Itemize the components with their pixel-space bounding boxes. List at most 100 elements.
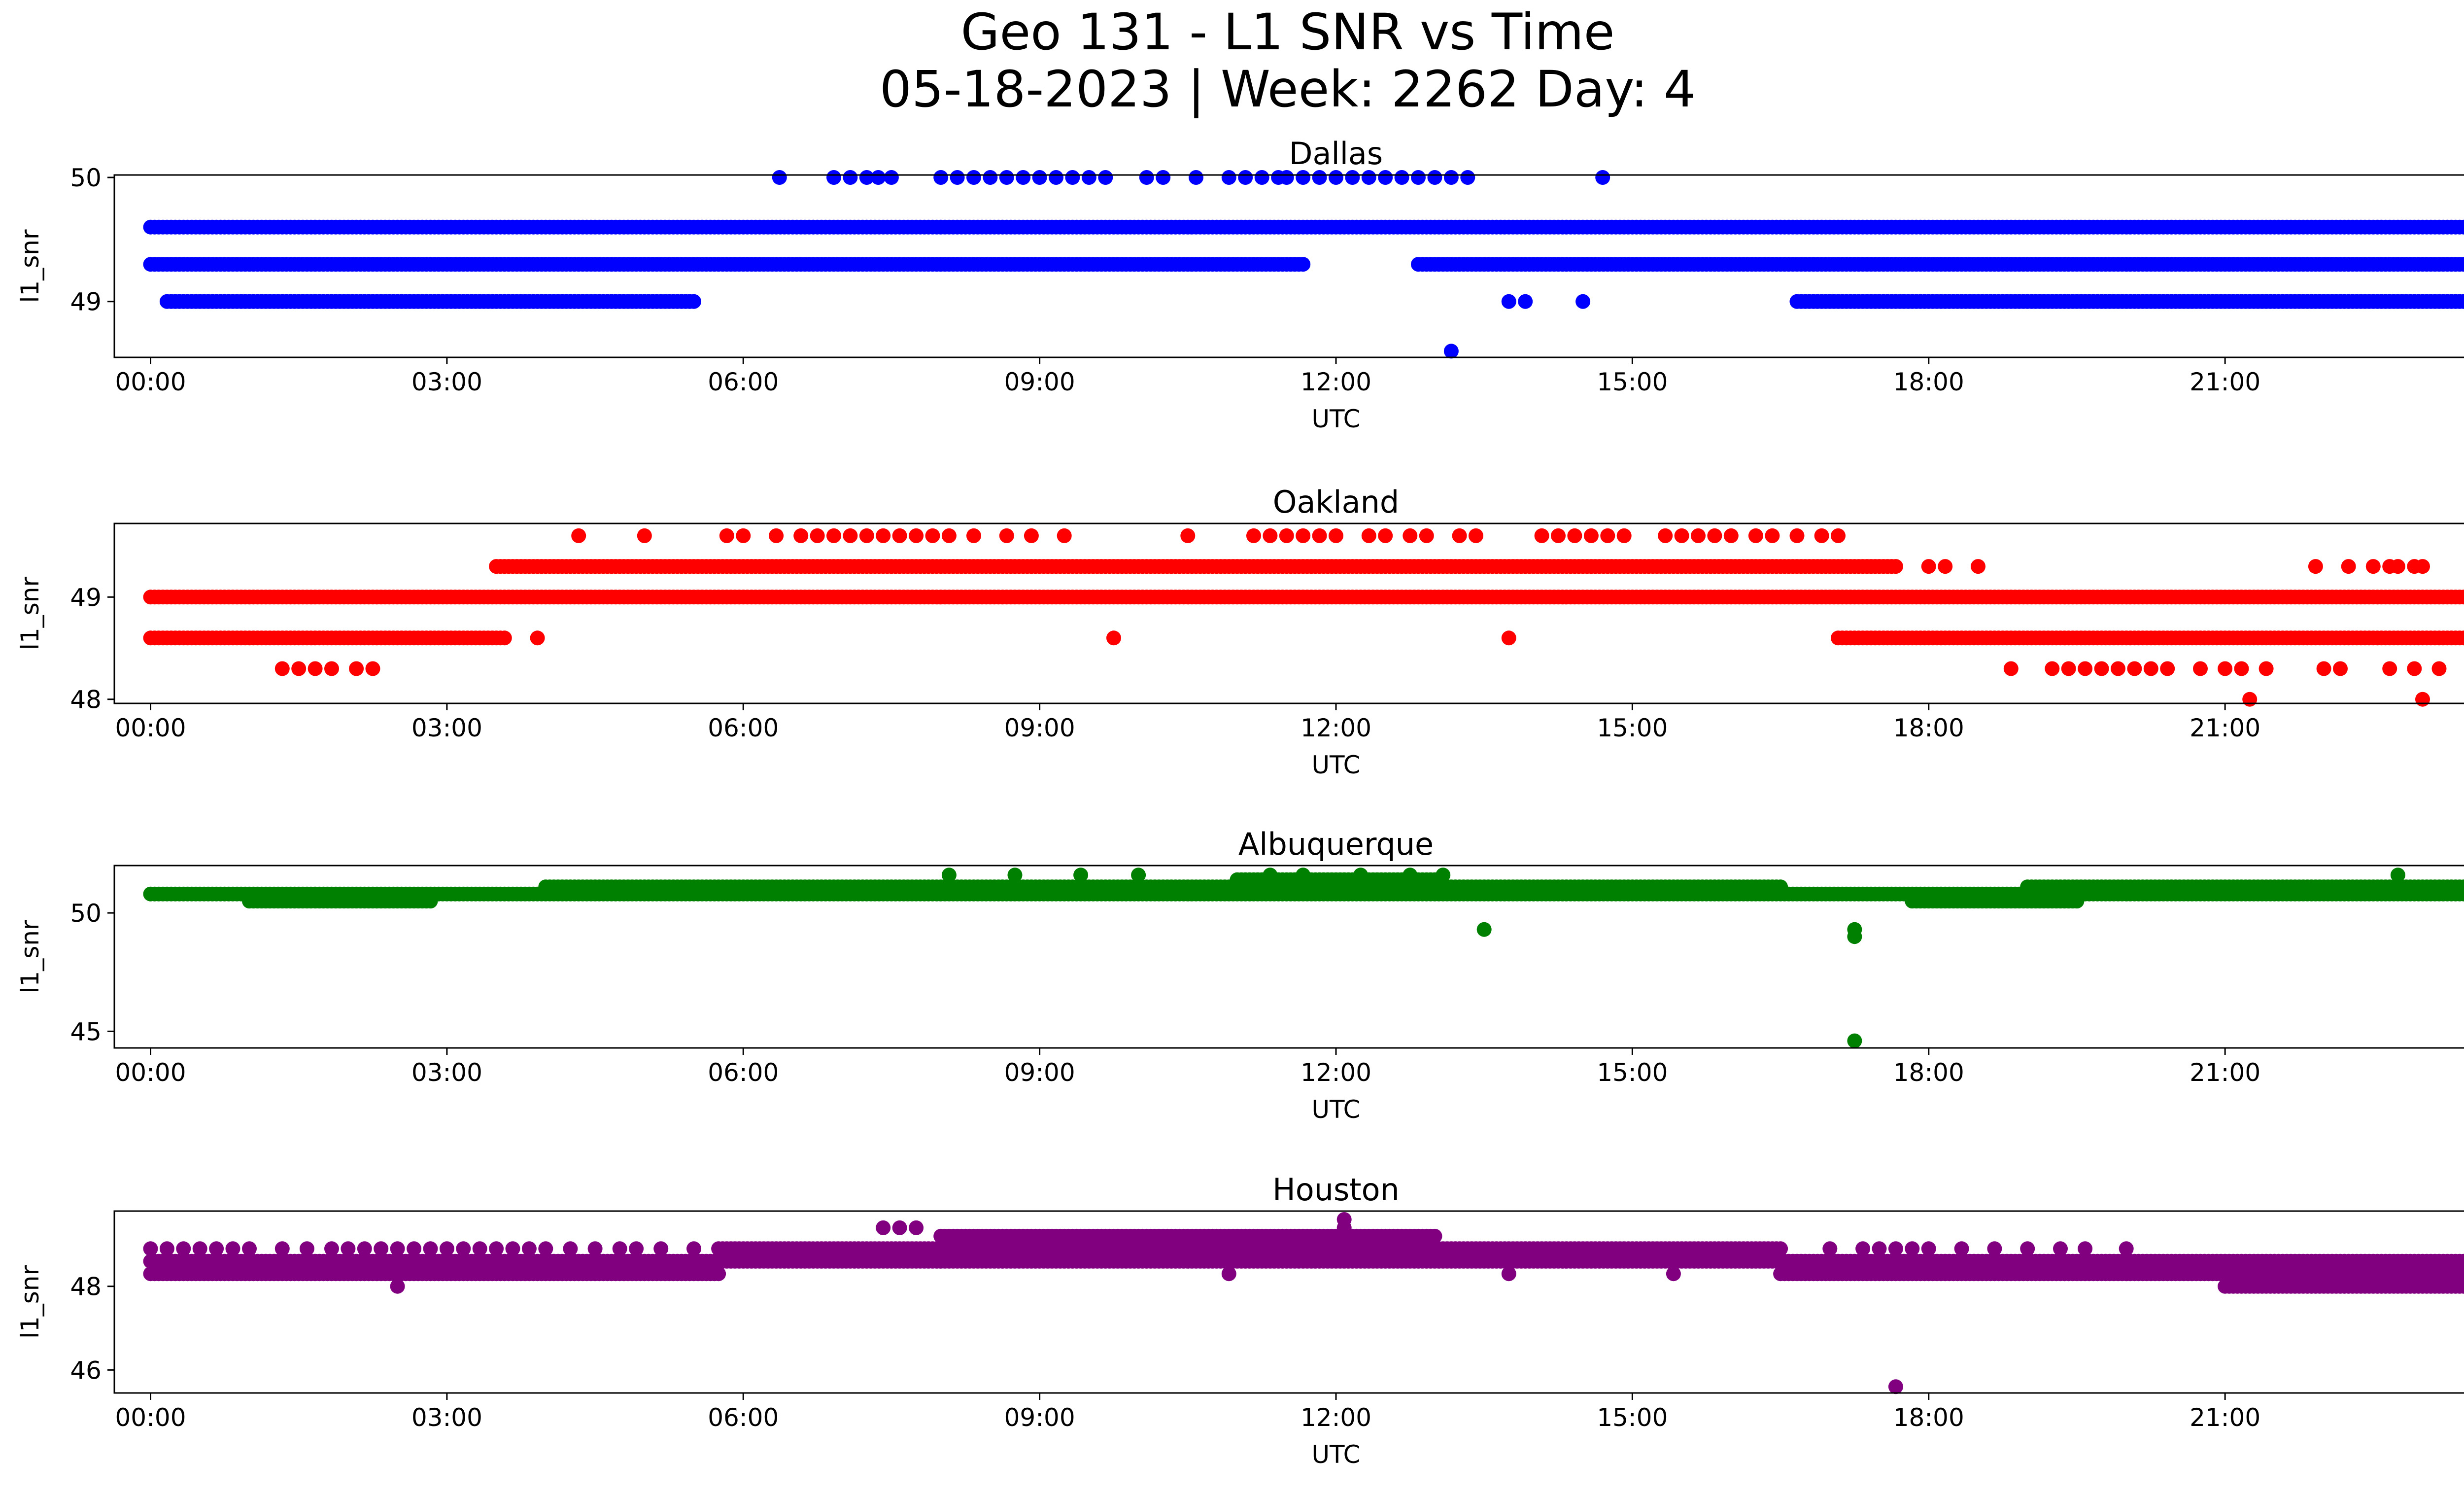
y-tick-label: 49 <box>70 583 102 612</box>
data-point <box>719 528 734 543</box>
data-point <box>1748 528 1763 543</box>
data-point <box>2460 1267 2464 1280</box>
data-point <box>1131 868 1146 883</box>
data-point <box>1057 528 1072 543</box>
data-point <box>2460 258 2464 271</box>
data-point <box>843 528 858 543</box>
data-point <box>1296 528 1311 543</box>
x-tick-label: 15:00 <box>1597 714 1668 742</box>
data-point <box>1065 170 1080 185</box>
data-point <box>1847 929 1862 944</box>
data-point <box>1583 528 1599 543</box>
data-points <box>143 528 2464 707</box>
data-point <box>1378 170 1393 185</box>
data-point <box>291 661 307 676</box>
data-point <box>1221 170 1236 185</box>
data-point <box>571 528 586 543</box>
data-point <box>871 170 886 185</box>
data-point <box>1279 528 1294 543</box>
data-point <box>2316 661 2331 676</box>
data-point <box>1238 170 1253 185</box>
data-point <box>637 528 652 543</box>
data-point <box>1254 170 1269 185</box>
data-point <box>793 528 809 543</box>
data-point <box>1329 170 1343 185</box>
data-point <box>1296 170 1311 185</box>
data-point <box>1476 922 1492 937</box>
data-point <box>2193 661 2208 676</box>
data-point <box>1658 528 1673 543</box>
data-point <box>2259 661 2274 676</box>
data-point <box>1394 170 1409 185</box>
data-point <box>1971 559 1985 574</box>
data-point <box>308 661 323 676</box>
data-point <box>1595 170 1610 185</box>
data-point <box>769 528 784 543</box>
data-point <box>1361 528 1376 543</box>
data-point <box>1674 528 1689 543</box>
data-point <box>2431 661 2447 676</box>
data-point <box>1427 170 1442 185</box>
data-points <box>143 868 2464 1048</box>
data-point <box>2160 661 2175 676</box>
data-point <box>2218 661 2233 676</box>
figure-title-line1: Geo 131 - L1 SNR vs Time <box>961 3 1615 62</box>
x-tick-label: 12:00 <box>1300 1058 1371 1087</box>
data-point <box>1049 170 1063 185</box>
data-point <box>884 170 899 185</box>
x-tick-label: 03:00 <box>411 368 482 396</box>
data-point <box>909 528 924 543</box>
data-point <box>1469 528 1483 543</box>
data-point <box>1921 559 1936 574</box>
data-point <box>1765 528 1780 543</box>
data-point <box>736 528 751 543</box>
x-tick-label: 18:00 <box>1893 714 1964 742</box>
data-point <box>999 528 1014 543</box>
data-point <box>497 630 512 646</box>
data-point <box>1452 528 1467 543</box>
data-point <box>1156 170 1171 185</box>
data-point <box>772 170 787 185</box>
data-point <box>2127 661 2142 676</box>
data-point <box>950 170 965 185</box>
data-point <box>1551 528 1566 543</box>
data-point <box>1789 528 1805 543</box>
data-points <box>143 170 2464 359</box>
data-point <box>1567 528 1582 543</box>
data-point <box>1296 868 1311 883</box>
data-point <box>1279 170 1294 185</box>
data-point <box>2003 661 2019 676</box>
data-point <box>1773 879 1788 895</box>
data-point <box>2460 591 2464 604</box>
data-point <box>859 170 874 185</box>
x-tick-label: 15:00 <box>1597 1058 1668 1087</box>
data-point <box>1501 294 1516 309</box>
data-point <box>843 170 858 185</box>
data-point <box>1443 344 1459 359</box>
x-tick-label: 21:00 <box>2190 368 2260 396</box>
x-tick-label: 00:00 <box>115 714 186 742</box>
data-points <box>143 1212 2464 1394</box>
data-point <box>1180 528 1196 543</box>
y-axis-label: l1_snr <box>16 229 44 303</box>
x-tick-label: 12:00 <box>1300 714 1371 742</box>
data-point <box>2061 661 2076 676</box>
data-point <box>1189 170 1203 185</box>
data-point <box>1501 630 1516 646</box>
x-tick-label: 00:00 <box>115 368 186 396</box>
data-point <box>1353 868 1369 883</box>
data-point <box>1403 528 1418 543</box>
data-point <box>1296 257 1311 272</box>
data-point <box>1345 170 1360 185</box>
subplot-title: Dallas <box>1289 136 1383 172</box>
data-point <box>810 528 825 543</box>
data-point <box>2069 894 2085 909</box>
data-point <box>1263 868 1278 883</box>
data-point <box>2242 692 2258 707</box>
y-tick-label: 50 <box>70 899 102 928</box>
data-point <box>1312 528 1327 543</box>
